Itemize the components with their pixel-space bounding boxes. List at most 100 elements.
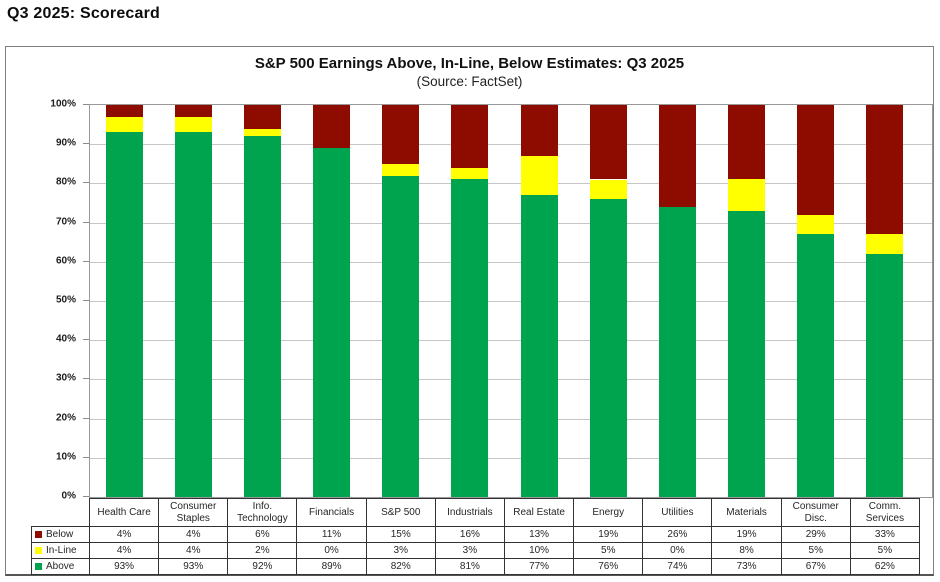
y-axis-tick — [83, 260, 89, 262]
bar-segment-inline — [175, 116, 213, 133]
table-header-cell: Health Care — [90, 499, 160, 527]
stacked-bar — [451, 105, 489, 497]
stacked-bar — [175, 105, 213, 497]
legend-row: Above — [32, 559, 89, 574]
y-axis-label: 10% — [55, 451, 76, 463]
y-axis-label: 30% — [55, 372, 76, 384]
bar-segment-below — [520, 105, 558, 156]
bar-segment-above — [313, 148, 351, 497]
table-header-cell: Real Estate — [504, 499, 575, 527]
bar-column — [90, 105, 159, 497]
stacked-bar — [727, 105, 765, 497]
bar-segment-inline — [589, 179, 627, 200]
y-axis-tick — [83, 104, 89, 105]
bar-segment-inline — [106, 116, 144, 133]
table-value-cell: 5% — [781, 543, 851, 559]
bar-segment-below — [175, 105, 213, 117]
stacked-bar — [865, 105, 903, 497]
table-value-cell: 4% — [159, 543, 229, 559]
legend-row: Below — [32, 527, 89, 543]
y-axis-tick — [83, 417, 89, 419]
bar-segment-above — [175, 132, 213, 497]
table-value-cell: 5% — [574, 543, 644, 559]
y-axis-tick — [83, 143, 89, 145]
y-axis-tick — [83, 496, 89, 497]
table-value-cell: 82% — [366, 559, 436, 575]
bar-segment-above — [796, 234, 834, 497]
bar-segment-above — [727, 210, 765, 497]
table-value-cell: 0% — [297, 543, 367, 559]
bar-segment-below — [451, 105, 489, 168]
table-header-cell: Financials — [297, 499, 367, 527]
y-axis-tick — [83, 300, 89, 301]
table-header-cell: Materials — [712, 499, 782, 527]
gridline — [90, 340, 932, 342]
stacked-bar — [106, 105, 144, 497]
stacked-bar — [658, 105, 696, 497]
table-header-cell: Consumer Staples — [159, 499, 229, 527]
chart-title: S&P 500 Earnings Above, In-Line, Below E… — [254, 55, 685, 72]
gridline — [90, 144, 932, 146]
chart-frame: S&P 500 Earnings Above, In-Line, Below E… — [5, 46, 934, 576]
bars-layer — [90, 105, 919, 497]
y-axis-label: 100% — [50, 98, 76, 110]
bar-segment-above — [382, 175, 420, 497]
bar-column — [366, 105, 435, 497]
legend-swatch-in-line-icon — [35, 547, 42, 554]
bar-column — [228, 105, 297, 497]
legend: Below In-Line Above — [31, 526, 90, 575]
table-value-cell: 92% — [228, 559, 298, 575]
table-value-cell: 8% — [712, 543, 782, 559]
table-value-cell: 3% — [366, 543, 436, 559]
bar-segment-below — [658, 105, 696, 207]
bar-segment-inline — [382, 163, 420, 176]
table-value-cell: 81% — [435, 559, 505, 575]
y-axis-label: 60% — [55, 255, 76, 267]
bar-segment-inline — [727, 179, 765, 211]
table-value-cell: 15% — [366, 527, 436, 543]
table-value-cell: 93% — [159, 559, 229, 575]
y-axis-label: 20% — [55, 412, 76, 424]
stacked-bar — [382, 105, 420, 497]
table-header-cell: Utilities — [643, 499, 713, 527]
table-value-cell: 73% — [712, 559, 782, 575]
gridline — [90, 457, 932, 459]
table-value-cell: 13% — [504, 527, 575, 543]
gridline — [90, 183, 932, 185]
table-value-cell: 19% — [712, 527, 782, 543]
table-value-cell: 10% — [504, 543, 575, 559]
table-value-cell: 74% — [643, 559, 713, 575]
y-axis-label: 70% — [55, 216, 76, 228]
bar-segment-inline — [244, 128, 282, 137]
bar-segment-below — [382, 105, 420, 164]
bar-segment-below — [313, 105, 351, 149]
bar-segment-inline — [865, 234, 903, 254]
bar-segment-above — [451, 179, 489, 497]
gridline — [90, 418, 932, 420]
y-axis-label: 50% — [55, 294, 76, 306]
bar-column — [574, 105, 643, 497]
y-axis-label: 40% — [55, 333, 76, 345]
legend-label: In-Line — [46, 545, 77, 556]
stacked-bar — [796, 105, 834, 497]
gridline — [90, 379, 932, 381]
y-axis: 100% 90% 80% 70% 60% 50% 40% 30% 20% 10% 0% — [6, 99, 89, 502]
legend-label: Below — [46, 529, 74, 540]
y-axis-label: 90% — [55, 137, 76, 149]
table-value-cell: 2% — [228, 543, 298, 559]
table-value-cell: 26% — [643, 527, 713, 543]
bar-column — [435, 105, 504, 497]
table-header-cell: Consumer Disc. — [781, 499, 851, 527]
table-value-cell: 4% — [90, 527, 160, 543]
bar-column — [504, 105, 573, 497]
table-value-cell: 11% — [297, 527, 367, 543]
table-value-cell: 16% — [435, 527, 505, 543]
stacked-bar — [520, 105, 558, 497]
bar-column — [712, 105, 781, 497]
table-header-cell: Industrials — [435, 499, 505, 527]
bar-segment-above — [658, 206, 696, 497]
bar-segment-inline — [796, 214, 834, 235]
gridline — [90, 261, 932, 263]
table-value-cell: 5% — [850, 543, 920, 559]
